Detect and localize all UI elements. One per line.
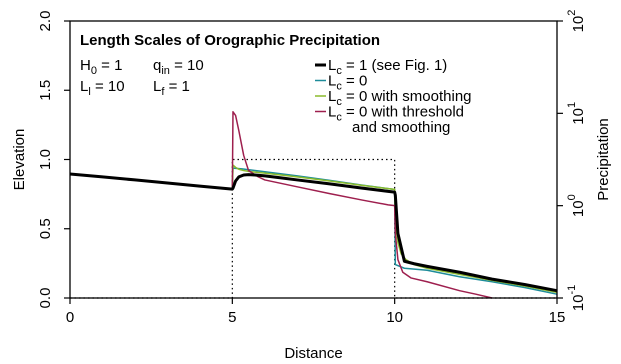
series-lines — [69, 111, 558, 299]
plot-frame — [69, 20, 558, 299]
y2-tick-label: 100 — [566, 194, 587, 217]
axis-labels: Length Scales of Orographic Precipitatio… — [11, 32, 612, 362]
x-tick-label: 0 — [66, 309, 74, 326]
y-tick-label: 1.5 — [37, 80, 54, 101]
series-line-2 — [69, 164, 558, 294]
chart-title: Length Scales of Orographic Precipitatio… — [80, 32, 380, 49]
y-tick-label: 0.5 — [37, 218, 54, 239]
y2-tick-label: 10-1 — [566, 285, 587, 311]
y2-tick-label: 102 — [566, 10, 587, 33]
x-tick-label: 15 — [549, 309, 566, 326]
y2-axis-label: Precipitation — [595, 118, 612, 201]
parameter-annotations: H0 = 1 qin = 10 Ll = 10 Lf = 1 — [80, 57, 204, 98]
legend-label-1: Lc = 0 — [328, 73, 367, 93]
y2-tick-label: 101 — [566, 102, 587, 125]
legend-label-3-cont: and smoothing — [352, 119, 450, 136]
y-tick-label: 0.0 — [37, 288, 54, 309]
param-qin: qin = 10 — [153, 57, 204, 77]
x-axis-label: Distance — [284, 345, 342, 362]
y-axis-label: Elevation — [11, 129, 28, 191]
param-lf: Lf = 1 — [153, 78, 190, 98]
legend: Lc = 1 (see Fig. 1)Lc = 0Lc = 0 with smo… — [315, 57, 472, 136]
series-line-1 — [69, 167, 558, 295]
legend-label-0: Lc = 1 (see Fig. 1) — [328, 57, 447, 77]
param-h0: H0 = 1 — [80, 57, 122, 77]
y-tick-label: 1.0 — [37, 149, 54, 170]
param-ll: Ll = 10 — [80, 78, 125, 98]
x-tick-label: 5 — [228, 309, 236, 326]
legend-label-3: Lc = 0 with threshold — [328, 104, 464, 124]
legend-label-2: Lc = 0 with smoothing — [328, 88, 472, 108]
axis-ticks: 0 5 10 15 0.0 0.5 1.0 1.5 2.0 10-1 100 101 102 — [37, 10, 587, 326]
y-tick-label: 2.0 — [37, 11, 54, 32]
x-tick-label: 10 — [386, 309, 403, 326]
series-line-0 — [69, 172, 558, 293]
